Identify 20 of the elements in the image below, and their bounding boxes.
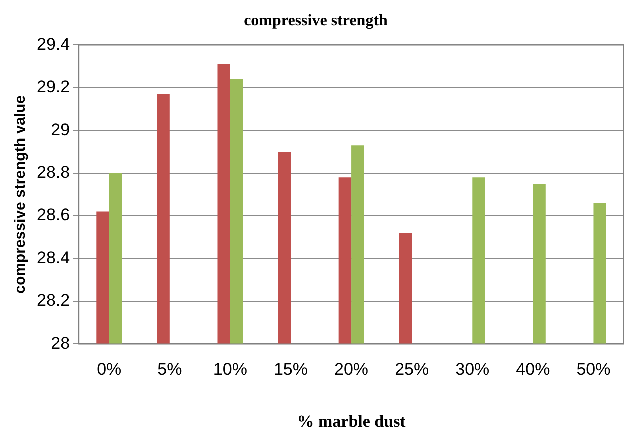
y-tick-label: 28.4 [36,248,70,268]
x-tick-label: 50% [576,360,611,380]
x-tick-label: 0% [97,360,122,380]
y-tick-label: 29.2 [36,78,70,97]
y-tick-label: 29.4 [36,34,70,54]
x-tick-label: 10% [213,360,248,380]
x-tick-label: 15% [274,360,308,380]
y-tick-label: 28 [51,334,70,353]
x-tick-label: 5% [158,360,182,380]
x-tick-label: 25% [395,360,430,380]
chart-title: compressive strength [244,12,388,30]
y-tick-label: 28.6 [36,206,70,225]
x-tick-label: 40% [516,360,550,380]
y-axis-title: compressive strength value [12,95,30,294]
x-axis-title: % marble dust [297,412,406,432]
y-tick-label: 29 [51,120,70,140]
y-tick-label: 28.2 [36,291,70,310]
x-tick-label: 30% [456,360,490,380]
y-tick-label: 28.8 [36,163,70,182]
x-tick-label: 20% [334,360,369,380]
